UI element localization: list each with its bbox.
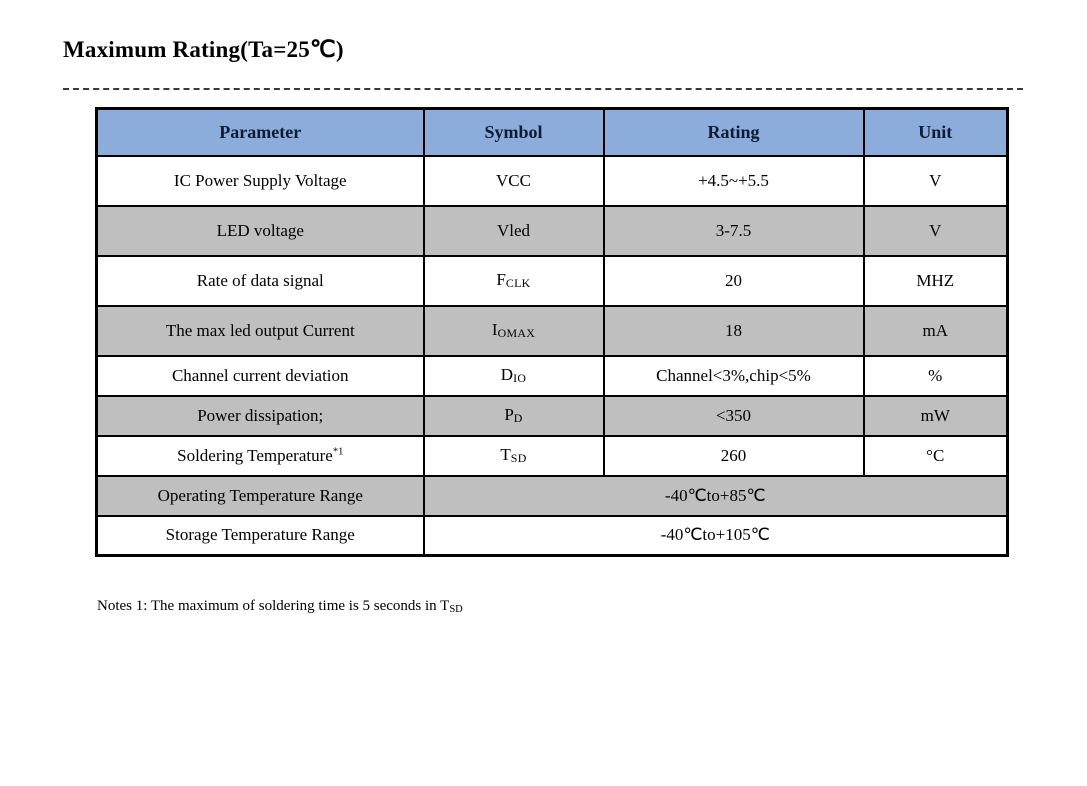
cell-parameter: IC Power Supply Voltage: [95, 154, 425, 207]
cell-parameter-text: Power dissipation;: [197, 405, 324, 425]
footnote-text: Notes 1: The maximum of soldering time i…: [97, 598, 450, 614]
cell-unit-text: V: [929, 170, 942, 190]
cell-parameter-text: The max led output Current: [165, 320, 355, 340]
cell-unit: V: [862, 204, 1009, 257]
cell-parameter-text: IC Power Supply Voltage: [173, 170, 347, 190]
cell-rating-text: -40℃to+105℃: [660, 525, 770, 545]
cell-parameter: Storage Temperature Range: [95, 514, 425, 557]
cell-symbol: Vled: [422, 204, 605, 257]
table-row: LED voltage Vled 3-7.5 V: [95, 204, 1009, 257]
cell-rating-text: 260: [720, 445, 747, 465]
table-header-row: Parameter Symbol Rating Unit: [95, 107, 1009, 157]
cell-symbol: VCC: [422, 154, 605, 207]
cell-rating-text: Channel<3%,chip<5%: [656, 365, 811, 385]
cell-rating: -40℃to+105℃: [422, 514, 1009, 557]
cell-symbol-subscript: SD: [510, 451, 527, 466]
table-row: Operating Temperature Range -40℃to+85℃: [95, 474, 1009, 517]
cell-unit: mA: [862, 304, 1009, 357]
cell-symbol: IOMAX: [422, 304, 605, 357]
cell-parameter-superscript: *1: [332, 445, 344, 457]
footnote-subscript: SD: [449, 603, 463, 615]
header-parameter: Parameter: [95, 107, 425, 157]
table-row: The max led output Current IOMAX 18 mA: [95, 304, 1009, 357]
cell-parameter-text: LED voltage: [216, 220, 304, 240]
cell-rating-text: 20: [725, 270, 742, 290]
cell-parameter: LED voltage: [95, 204, 425, 257]
cell-parameter-text: Channel current deviation: [171, 365, 349, 385]
table-row: Storage Temperature Range -40℃to+105℃: [95, 514, 1009, 557]
cell-parameter: Rate of data signal: [95, 254, 425, 307]
cell-symbol-text: Vled: [496, 220, 531, 240]
cell-symbol-subscript: IO: [513, 371, 527, 386]
cell-parameter: The max led output Current: [95, 304, 425, 357]
cell-rating: +4.5~+5.5: [602, 154, 865, 207]
table-row: Soldering Temperature*1 TSD 260 °C: [95, 434, 1009, 477]
cell-parameter-text: Operating Temperature Range: [157, 485, 363, 505]
cell-rating-text: <350: [715, 405, 752, 425]
cell-symbol: DIO: [422, 354, 605, 397]
cell-symbol-subscript: CLK: [505, 276, 531, 291]
cell-symbol: PD: [422, 394, 605, 437]
cell-symbol-subscript: OMAX: [497, 326, 536, 341]
cell-rating: <350: [602, 394, 865, 437]
cell-symbol: TSD: [422, 434, 605, 477]
cell-parameter: Power dissipation;: [95, 394, 425, 437]
cell-rating: 3-7.5: [602, 204, 865, 257]
cell-unit: °C: [862, 434, 1009, 477]
table-row: Power dissipation; PD <350 mW: [95, 394, 1009, 437]
cell-unit: mW: [862, 394, 1009, 437]
cell-rating-text: -40℃to+85℃: [664, 485, 766, 505]
cell-unit-text: mW: [920, 405, 950, 425]
maximum-rating-table: Parameter Symbol Rating Unit IC Power Su…: [95, 107, 1009, 557]
header-symbol: Symbol: [422, 107, 605, 157]
cell-symbol-text: I: [491, 319, 498, 339]
cell-symbol-text: F: [496, 269, 506, 289]
cell-unit: V: [862, 154, 1009, 207]
cell-unit-text: V: [929, 220, 942, 240]
footnote: Notes 1: The maximum of soldering time i…: [97, 598, 463, 615]
cell-unit-text: %: [928, 365, 943, 385]
cell-parameter-text: Rate of data signal: [196, 270, 324, 290]
cell-symbol-text: T: [500, 444, 511, 464]
cell-symbol-text: P: [504, 404, 514, 424]
cell-symbol-text: VCC: [496, 170, 531, 190]
page-title: Maximum Rating(Ta=25℃): [63, 37, 344, 62]
cell-rating-text: 3-7.5: [715, 220, 752, 240]
table-row: Rate of data signal FCLK 20 MHZ: [95, 254, 1009, 307]
table-row: Channel current deviation DIO Channel<3%,c…: [95, 354, 1009, 397]
dashed-divider: [63, 88, 1023, 90]
cell-symbol-text: D: [500, 364, 514, 384]
cell-rating: Channel<3%,chip<5%: [602, 354, 865, 397]
cell-unit: MHZ: [862, 254, 1009, 307]
cell-rating-text: 18: [725, 320, 742, 340]
header-unit: Unit: [862, 107, 1009, 157]
cell-parameter: Channel current deviation: [95, 354, 425, 397]
cell-symbol-subscript: D: [513, 411, 523, 426]
cell-parameter-text: Soldering Temperature: [177, 445, 333, 465]
cell-rating: -40℃to+85℃: [422, 474, 1009, 517]
cell-rating-text: +4.5~+5.5: [698, 170, 769, 190]
cell-rating: 20: [602, 254, 865, 307]
cell-symbol: FCLK: [422, 254, 605, 307]
cell-parameter-text: Storage Temperature Range: [165, 525, 355, 545]
cell-parameter: Soldering Temperature*1: [95, 434, 425, 477]
cell-rating: 260: [602, 434, 865, 477]
header-rating: Rating: [602, 107, 865, 157]
cell-unit-text: °C: [926, 445, 945, 465]
cell-unit-text: MHZ: [916, 270, 955, 290]
cell-parameter: Operating Temperature Range: [95, 474, 425, 517]
cell-rating: 18: [602, 304, 865, 357]
cell-unit: %: [862, 354, 1009, 397]
cell-unit-text: mA: [922, 320, 949, 340]
table-row: IC Power Supply Voltage VCC +4.5~+5.5 V: [95, 154, 1009, 207]
